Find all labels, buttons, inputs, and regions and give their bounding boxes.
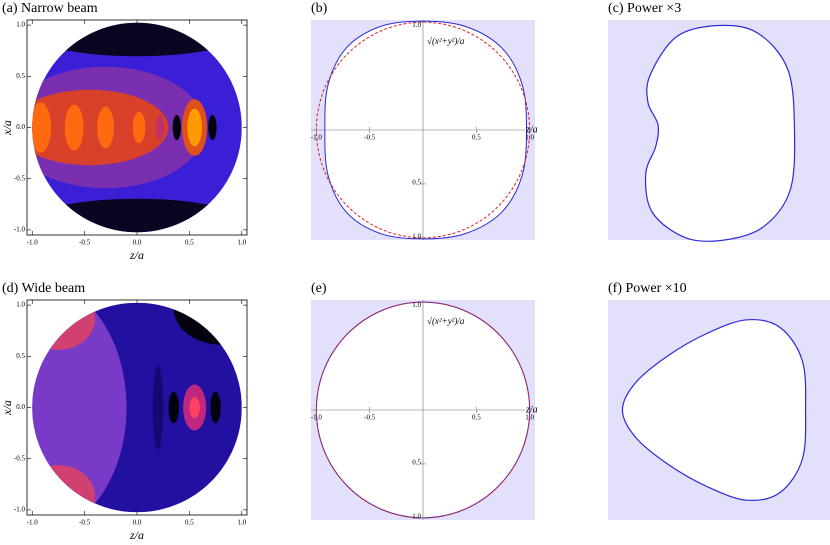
curve xyxy=(644,24,796,242)
annotation: √(x²+y²)/a xyxy=(427,316,465,326)
contour-band xyxy=(208,114,217,141)
y-tick-label: 0.0 xyxy=(16,123,25,131)
x-tick-label: 1.0 xyxy=(237,239,246,247)
panel-title: (b) xyxy=(311,1,328,16)
annotation: √(x²+y²)/a xyxy=(427,36,465,46)
y-tick-label: 0.5 xyxy=(16,72,25,80)
x-tick-label: -0.5 xyxy=(364,134,376,142)
y-tick-label: 1.0 xyxy=(412,301,421,309)
x-tick-label: 0.5 xyxy=(472,414,481,422)
panel-title: (f) Power ×10 xyxy=(608,281,687,296)
y-tick-label: -0.5 xyxy=(14,454,26,462)
contour-band xyxy=(210,391,221,424)
x-tick-label: 0.5 xyxy=(185,239,194,247)
x-tick-label: 1.0 xyxy=(237,519,246,527)
panel-title: (c) Power ×3 xyxy=(608,1,681,16)
x-tick-label: 0.0 xyxy=(133,239,142,247)
y-tick-label: -1.0 xyxy=(14,505,26,513)
y-axis-label: x/a xyxy=(0,400,14,416)
y-tick-label: 1.0 xyxy=(412,512,421,520)
x-tick-label: 1.0 xyxy=(525,134,534,142)
contour-band xyxy=(97,106,114,149)
panel-title: (a) Narrow beam xyxy=(2,1,98,16)
x-tick-label: 0.5 xyxy=(185,519,194,527)
contour-fill xyxy=(32,302,242,513)
y-axis-label: x/a xyxy=(0,120,14,136)
x-tick-label: -1.0 xyxy=(311,414,323,422)
x-axis-label: z/a xyxy=(525,124,538,135)
x-tick-label: -0.5 xyxy=(364,414,376,422)
y-tick-label: 0.5 xyxy=(412,459,421,467)
y-tick-label: 1.0 xyxy=(412,21,421,29)
y-tick-label: 0.5 xyxy=(412,179,421,187)
y-tick-label: 1.0 xyxy=(16,21,25,29)
contour-band xyxy=(173,302,242,345)
x-tick-label: -1.0 xyxy=(311,134,323,142)
contour-band xyxy=(32,89,169,166)
y-tick-label: 1.0 xyxy=(16,301,25,309)
contour-band xyxy=(189,397,200,418)
x-axis-label: z/a xyxy=(129,528,144,542)
x-tick-label: -1.0 xyxy=(27,239,39,247)
x-tick-label: -1.0 xyxy=(27,519,39,527)
panel-title: (d) Wide beam xyxy=(2,281,85,296)
contour-band xyxy=(168,391,179,424)
contour-band xyxy=(64,104,84,151)
y-tick-label: 0.0 xyxy=(16,403,25,411)
curve xyxy=(621,318,807,502)
contour-band xyxy=(132,111,146,144)
contour-band xyxy=(187,108,202,147)
x-tick-label: -0.5 xyxy=(79,519,91,527)
x-axis-label: z/a xyxy=(129,248,144,262)
x-tick-label: 0.0 xyxy=(133,519,142,527)
contour-band xyxy=(32,102,52,153)
contour-band xyxy=(32,302,96,350)
x-tick-label: 0.5 xyxy=(472,134,481,142)
curve xyxy=(324,20,527,240)
contour-band xyxy=(152,365,164,450)
panel-title: (e) xyxy=(311,281,327,296)
y-tick-label: 0.5 xyxy=(16,352,25,360)
x-axis-label: z/a xyxy=(525,404,538,415)
contour-fill xyxy=(32,22,242,233)
y-tick-label: -0.5 xyxy=(14,174,26,182)
y-tick-label: 1.0 xyxy=(412,232,421,240)
x-tick-label: -0.5 xyxy=(79,239,91,247)
contour-band xyxy=(172,114,181,141)
y-tick-label: -1.0 xyxy=(14,225,26,233)
contour-band xyxy=(155,114,165,141)
x-tick-label: 1.0 xyxy=(525,414,534,422)
contour-band xyxy=(32,302,127,513)
